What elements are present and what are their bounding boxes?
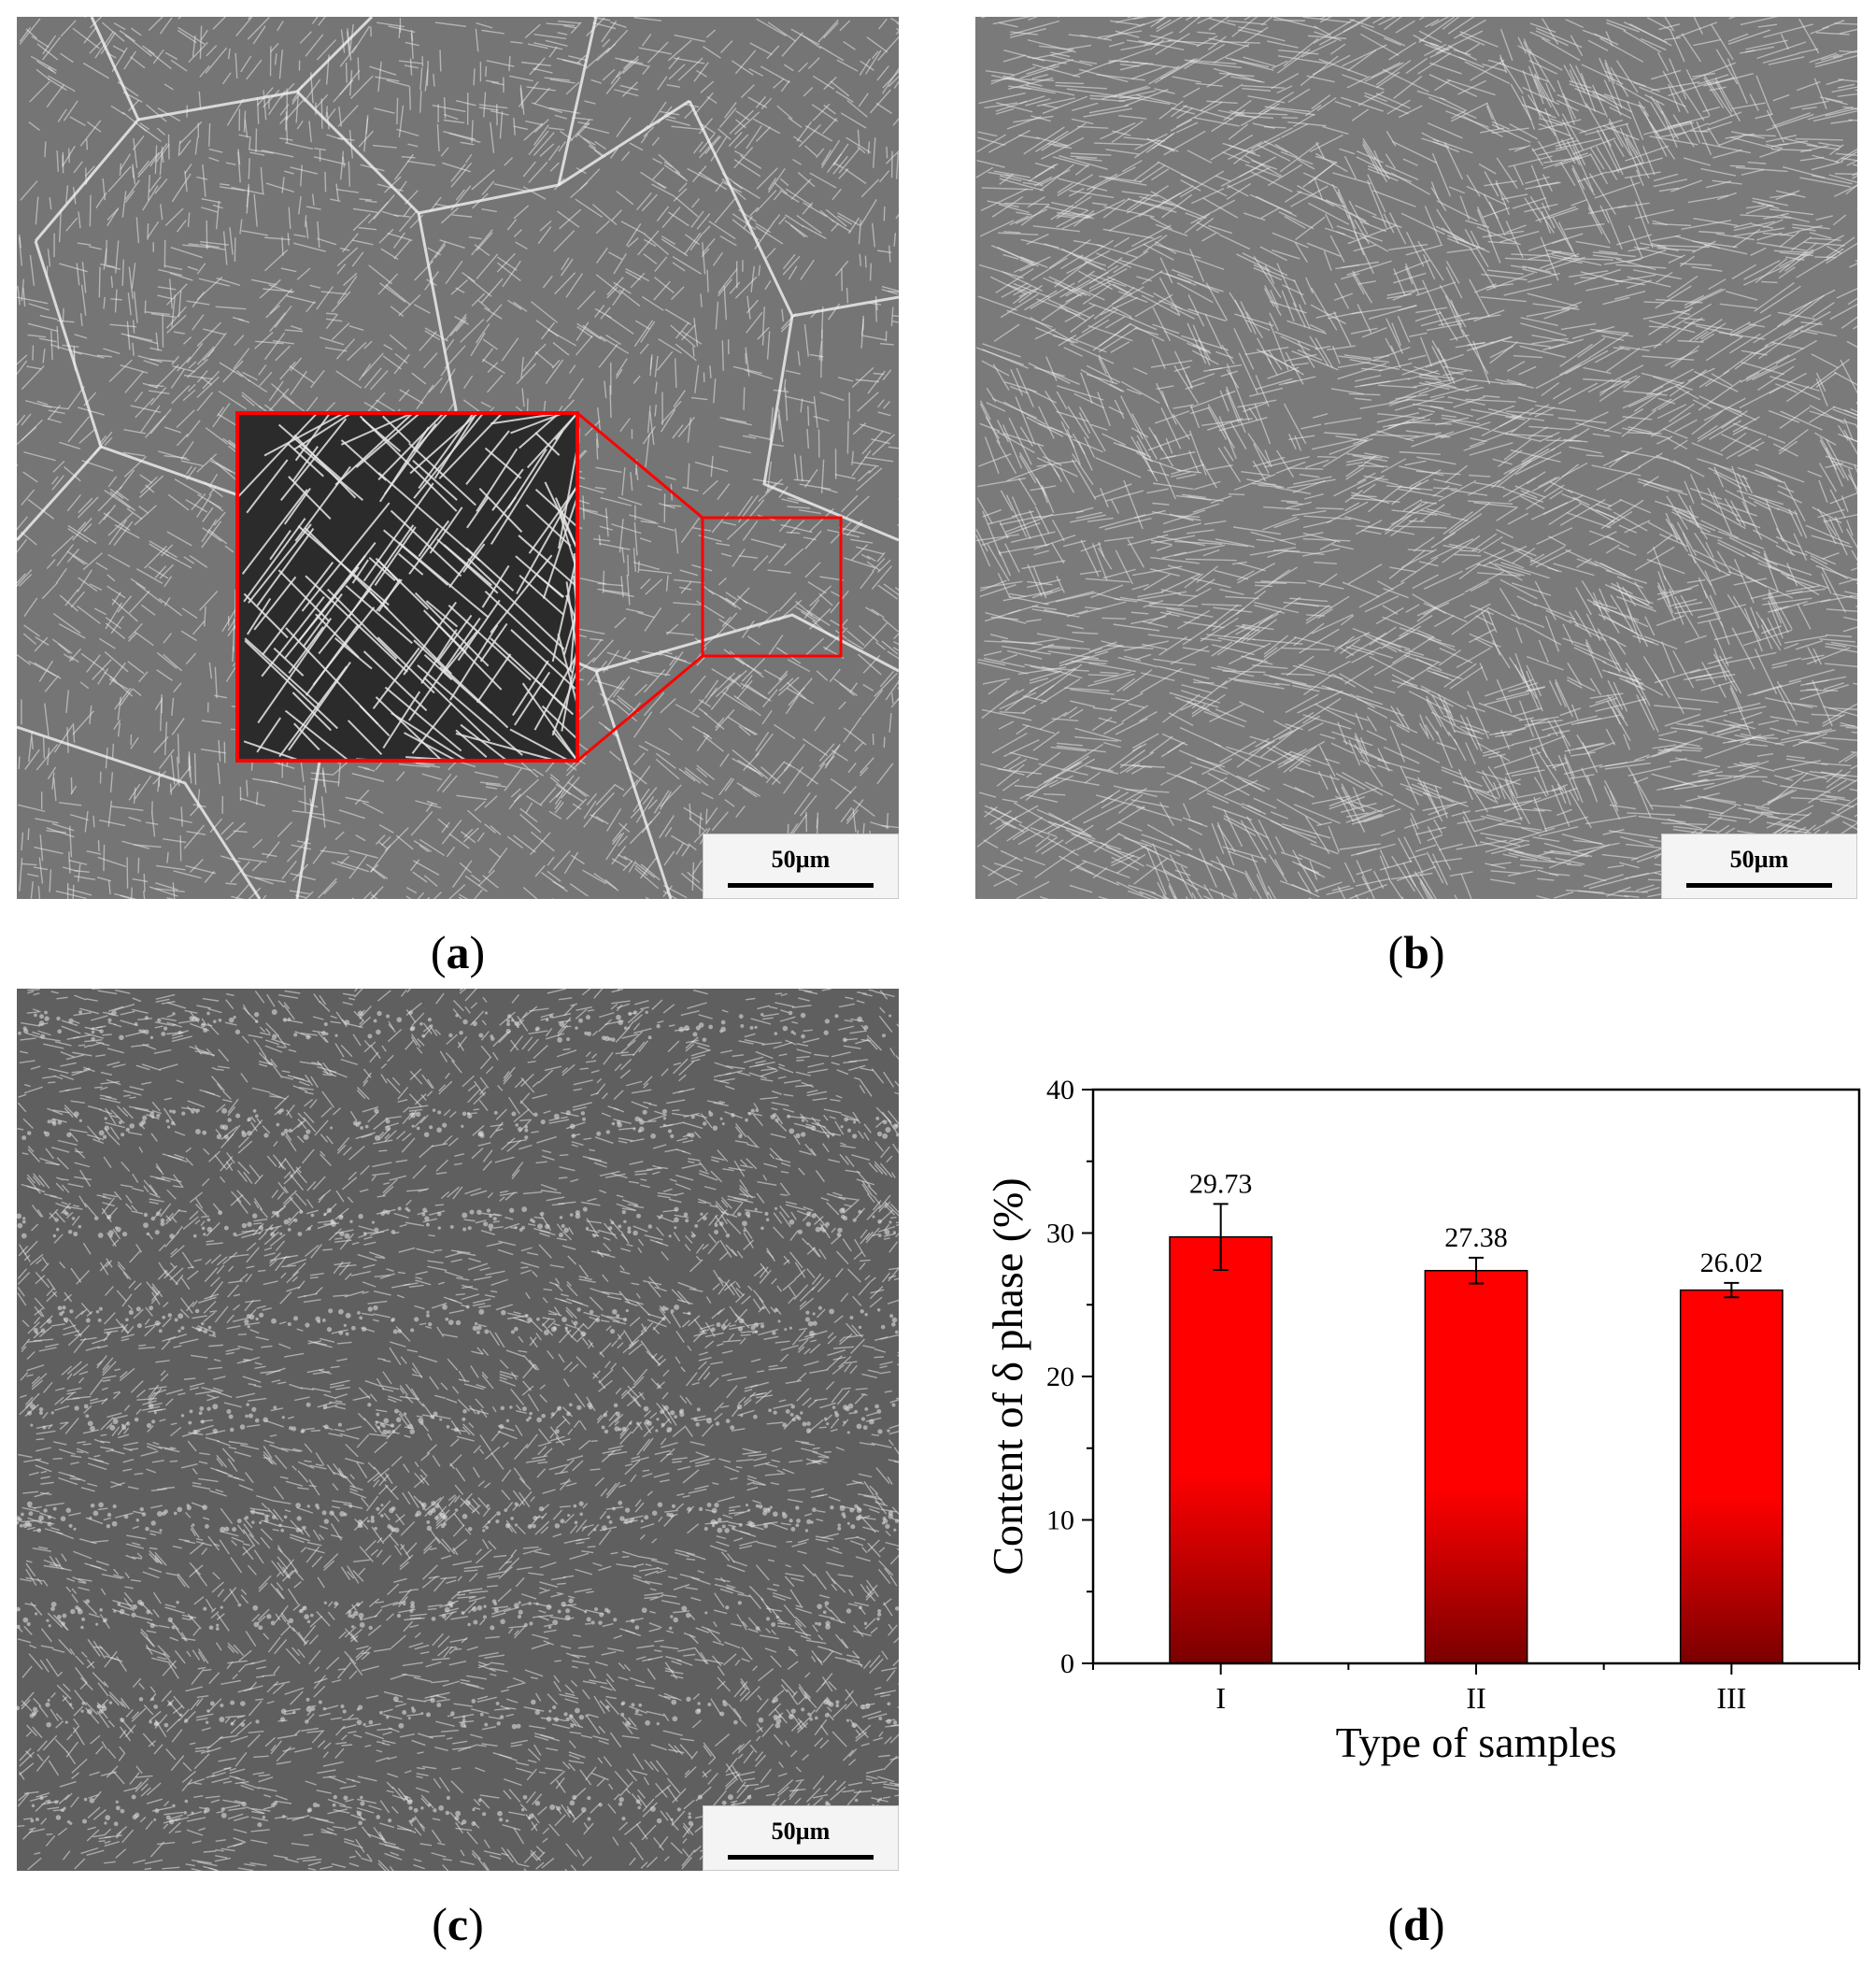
y-tick-label-40: 40: [1046, 1075, 1074, 1105]
x-tick-label-II: II: [1466, 1681, 1485, 1715]
x-tick-label-III: III: [1716, 1681, 1746, 1715]
caption-d-letter: d: [1403, 1898, 1429, 1950]
bar-III: [1679, 1289, 1784, 1664]
micrograph-a: [17, 17, 899, 899]
caption-c: (c): [432, 1898, 484, 1950]
data-label-I: 29.73: [1189, 1168, 1253, 1199]
panel-b: 50µm: [975, 17, 1857, 899]
panel-a: 50µm: [17, 17, 899, 899]
bar-I: [1169, 1235, 1273, 1664]
scale-bar-label-a: 50µm: [771, 846, 831, 873]
micrograph-c: [17, 989, 899, 1871]
error-bar-II: [1469, 1256, 1484, 1285]
scale-bar-label-c: 50µm: [771, 1818, 831, 1845]
caption-c-letter: c: [447, 1898, 469, 1950]
y-tick-label-10: 10: [1046, 1505, 1074, 1536]
caption-a: (a): [430, 926, 486, 978]
scale-bar-c: 50µm: [703, 1805, 899, 1871]
x-axis-label: Type of samples: [1336, 1718, 1617, 1766]
data-label-III: 26.02: [1700, 1248, 1764, 1278]
scale-bar-line-b: [1686, 883, 1832, 888]
caption-a-letter: a: [446, 926, 470, 978]
panel-c: 50µm: [17, 989, 899, 1871]
y-tick-label-20: 20: [1046, 1362, 1074, 1392]
y-tick-label-0: 0: [1060, 1648, 1074, 1679]
data-label-II: 27.38: [1444, 1222, 1508, 1253]
y-axis-label: Content of δ phase (%): [984, 1177, 1031, 1575]
panel-d: 29.73 I 27.38 II 26.02 III 0 10 20 30 40 Type of sa…: [962, 1047, 1869, 1794]
caption-b-letter: b: [1403, 926, 1429, 978]
micrograph-b: [975, 17, 1857, 899]
bar-II: [1424, 1269, 1528, 1664]
caption-b: (b): [1387, 926, 1445, 978]
zoom-region-box: [701, 516, 843, 658]
x-tick-label-I: I: [1215, 1681, 1226, 1715]
y-tick-label-30: 30: [1046, 1219, 1074, 1249]
scale-bar-b: 50µm: [1661, 834, 1857, 899]
zoom-inset: [235, 411, 579, 763]
error-bar-I: [1213, 1203, 1229, 1271]
scale-bar-line-a: [728, 883, 874, 888]
scale-bar-line-c: [728, 1855, 874, 1860]
bar-chart: 29.73 I 27.38 II 26.02 III 0 10 20 30 40 Type of sa…: [984, 1075, 1861, 1766]
error-bar-III: [1724, 1281, 1740, 1299]
scale-bar-label-b: 50µm: [1729, 846, 1789, 873]
scale-bar-a: 50µm: [703, 834, 899, 899]
caption-d: (d): [1387, 1898, 1445, 1950]
